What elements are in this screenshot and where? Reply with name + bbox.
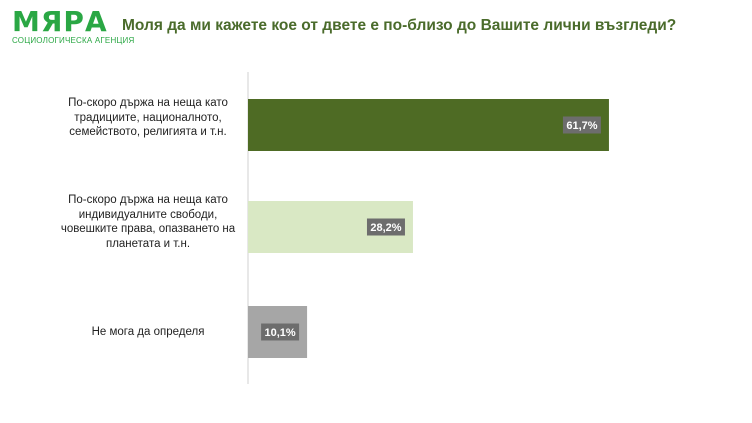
data-label-2: 10,1% [264,327,295,339]
category-label-traditions: По-скоро държа на неща като традициите, … [68,97,228,138]
data-label-box-2 [261,323,300,341]
data-label-box-1 [366,218,405,236]
chart-title: Моля да ми кажете кое от двете е по-близ… [122,17,677,34]
category-label-undecided: Не мога да определя [91,326,205,338]
logo-tagline: СОЦИОЛОГИЧЕСКА АГЕНЦИЯ [12,36,135,45]
logo: МЯРА СОЦИОЛОГИЧЕСКА АГЕНЦИЯ [12,5,135,46]
data-label-1: 28,2% [370,222,401,234]
data-label-0: 61,7% [566,120,597,132]
bar-0 [248,99,609,151]
category-label-freedoms: По-скоро държа на неща като индивидуални… [60,194,236,250]
data-label-box-0 [562,116,601,134]
logo-wordmark: МЯРА [12,5,108,38]
